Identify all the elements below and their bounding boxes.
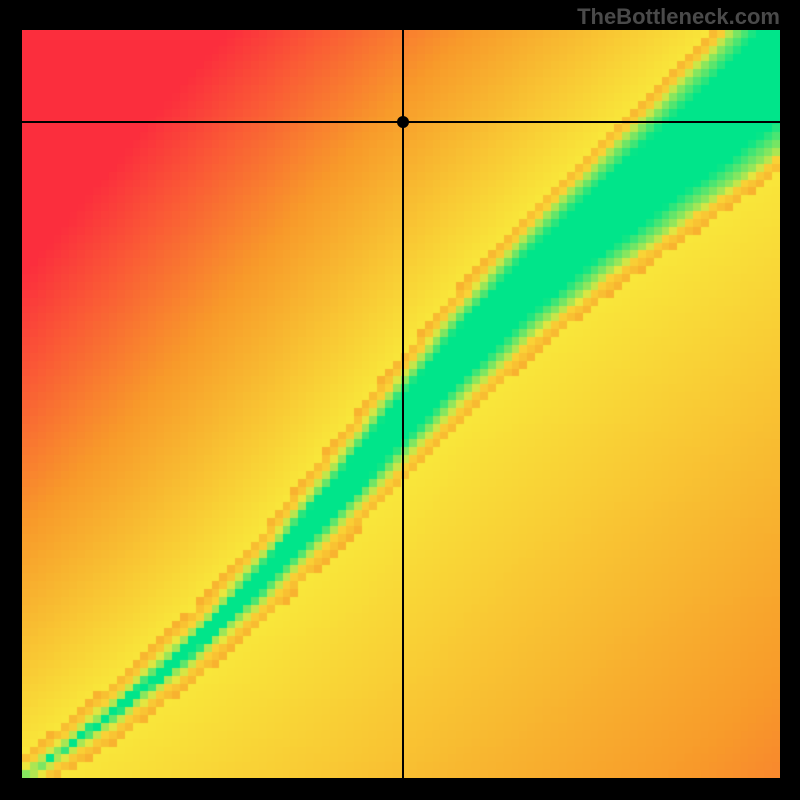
crosshair-vertical: [402, 30, 404, 778]
heatmap-plot: [22, 30, 780, 778]
watermark-text: TheBottleneck.com: [577, 4, 780, 30]
intersection-marker: [397, 116, 409, 128]
